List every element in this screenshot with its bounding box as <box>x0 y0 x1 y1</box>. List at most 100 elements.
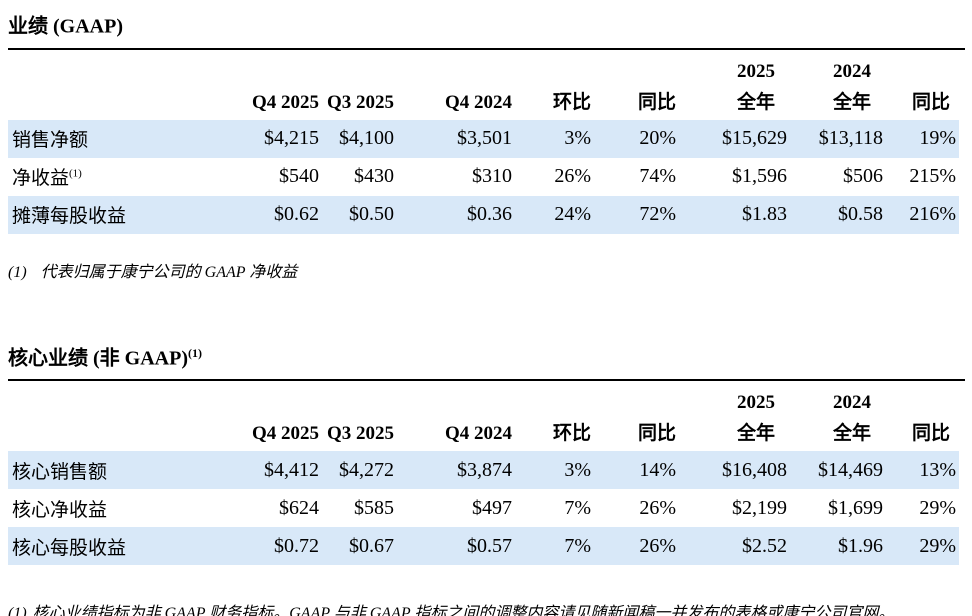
column-header-spacer <box>397 56 515 84</box>
table-cell: 29% <box>919 496 956 519</box>
table-cell: $540 <box>279 165 319 188</box>
row-label: 摊薄每股收益 <box>12 206 127 228</box>
table-cell: 74% <box>639 165 676 188</box>
table-cell: $4,215 <box>264 127 319 150</box>
column-header-spacer <box>886 387 959 415</box>
column-header: 同比 <box>911 423 950 445</box>
row-label: 核心销售额 <box>12 461 108 483</box>
table-cell: $1,596 <box>732 165 787 188</box>
row-label: 核心每股收益 <box>12 537 127 559</box>
table-cell: $4,412 <box>264 458 319 481</box>
gaap-performance-table: 2025 2024 Q4 2025 Q3 2025 Q4 2024 环比 同比 全年 全年 同比… <box>8 56 959 234</box>
table-cell: $585 <box>354 496 394 519</box>
column-header: 环比 <box>552 423 591 445</box>
table-cell: $0.36 <box>467 203 512 226</box>
column-header-spacer <box>515 56 594 84</box>
footnote-ref: (1) <box>187 345 202 360</box>
table-cell: $1,699 <box>828 496 883 519</box>
footnote-text: 代表归属于康宁公司的 GAAP 净收益 <box>40 263 298 281</box>
table-cell: 216% <box>909 203 956 226</box>
table-cell: 26% <box>639 534 676 557</box>
table-header-row-year: 2025 2024 <box>8 56 959 84</box>
table-cell: 20% <box>639 127 676 150</box>
column-header-year: 2024 <box>833 392 871 414</box>
divider <box>8 379 965 382</box>
column-header: Q4 2024 <box>444 91 512 113</box>
column-header: Q3 2025 <box>326 91 394 113</box>
table-row: 净收益(1) $540 $430 $310 26% 74% $1,596 $506 215% <box>8 158 959 196</box>
table-header-row-period: Q4 2025 Q3 2025 Q4 2024 环比 同比 全年 全年 同比 <box>8 84 959 120</box>
table-cell: 7% <box>564 534 591 557</box>
table-body: 核心销售额 $4,412 $4,272 $3,874 3% 14% $16,408 $14,4… <box>8 451 959 566</box>
column-header-spacer <box>8 84 222 120</box>
column-header: 全年 <box>736 423 775 445</box>
table-row: 核心每股收益 $0.72 $0.67 $0.57 7% 26% $2.52 $1.96 29% <box>8 527 959 566</box>
table-cell: $3,501 <box>457 127 512 150</box>
table-cell: 26% <box>554 165 591 188</box>
core-performance-table: 2025 2024 Q4 2025 Q3 2025 Q4 2024 环比 同比 全年 全年 同比… <box>8 387 959 566</box>
column-header-spacer <box>8 56 222 84</box>
column-header: 环比 <box>552 91 591 113</box>
table-cell: 14% <box>639 458 676 481</box>
section-title-text: 核心业绩 (非 GAAP) <box>8 347 188 370</box>
section-title: 核心业绩 (非 GAAP)(1) <box>8 340 964 372</box>
divider <box>8 47 965 50</box>
column-header-spacer <box>8 387 222 415</box>
table-header-row-period: Q4 2025 Q3 2025 Q4 2024 环比 同比 全年 全年 同比 <box>8 415 959 451</box>
column-header-spacer <box>397 387 515 415</box>
table-header: 2025 2024 Q4 2025 Q3 2025 Q4 2024 环比 同比 全年 全年 同比 <box>8 387 959 451</box>
column-header-spacer <box>594 56 679 84</box>
table-cell: $16,408 <box>722 458 787 481</box>
table-cell: 72% <box>639 203 676 226</box>
table-cell: 215% <box>909 165 956 188</box>
column-header: Q4 2024 <box>444 423 512 445</box>
footnote-ref: (1) <box>69 167 82 180</box>
column-header-spacer <box>322 56 397 84</box>
column-header-year: 2024 <box>833 60 871 82</box>
table-cell: $4,100 <box>339 127 394 150</box>
section-title-text: 业绩 (GAAP) <box>8 15 123 38</box>
section-title: 业绩 (GAAP) <box>8 8 964 40</box>
column-header-spacer <box>222 56 322 84</box>
table-cell: 19% <box>919 127 956 150</box>
table-cell: $13,118 <box>818 127 883 150</box>
table-cell: $624 <box>279 496 319 519</box>
table-header: 2025 2024 Q4 2025 Q3 2025 Q4 2024 环比 同比 全年 全年 同比 <box>8 56 959 120</box>
table-cell: $4,272 <box>339 458 394 481</box>
table-cell: $0.62 <box>274 203 319 226</box>
column-header-year: 2025 <box>737 392 775 414</box>
column-header-spacer <box>8 415 222 451</box>
table-cell: $3,874 <box>457 458 512 481</box>
section-gaap-performance: 业绩 (GAAP) 2025 2024 Q4 2025 Q3 2025 Q4 2024… <box>8 8 965 284</box>
column-header-spacer <box>322 387 397 415</box>
table-cell: 3% <box>564 127 591 150</box>
footnote-text: 核心业绩指标为非 GAAP 财务指标。GAAP 与非 GAAP 指标之间的调整内… <box>32 605 895 616</box>
footnote-marker: (1) <box>8 263 27 281</box>
table-cell: 7% <box>564 496 591 519</box>
column-header-spacer <box>515 387 594 415</box>
section-core-performance: 核心业绩 (非 GAAP)(1) 2025 2024 Q4 2025 Q3 2025… <box>8 340 965 616</box>
table-cell: $0.57 <box>467 534 512 557</box>
column-header-spacer <box>594 387 679 415</box>
table-cell: $0.50 <box>349 203 394 226</box>
table-cell: $310 <box>472 165 512 188</box>
table-cell: $506 <box>843 165 883 188</box>
table-cell: $2.52 <box>742 534 787 557</box>
table-cell: 13% <box>919 458 956 481</box>
table-header-row-year: 2025 2024 <box>8 387 959 415</box>
table-cell: $15,629 <box>722 127 787 150</box>
table-cell: 26% <box>639 496 676 519</box>
footnote: (1) 代表归属于康宁公司的 GAAP 净收益 <box>8 262 964 284</box>
column-header: 全年 <box>736 91 775 113</box>
column-header: 同比 <box>911 91 950 113</box>
table-cell: 24% <box>554 203 591 226</box>
table-cell: 29% <box>919 534 956 557</box>
table-row: 核心净收益 $624 $585 $497 7% 26% $2,199 $1,699 29% <box>8 489 959 527</box>
table-cell: $430 <box>354 165 394 188</box>
row-label: 销售净额 <box>12 130 89 152</box>
table-cell: $0.72 <box>274 534 319 557</box>
table-cell: $1.83 <box>742 203 787 226</box>
table-cell: $497 <box>472 496 512 519</box>
table-row: 销售净额 $4,215 $4,100 $3,501 3% 20% $15,629 $13,11… <box>8 119 959 158</box>
